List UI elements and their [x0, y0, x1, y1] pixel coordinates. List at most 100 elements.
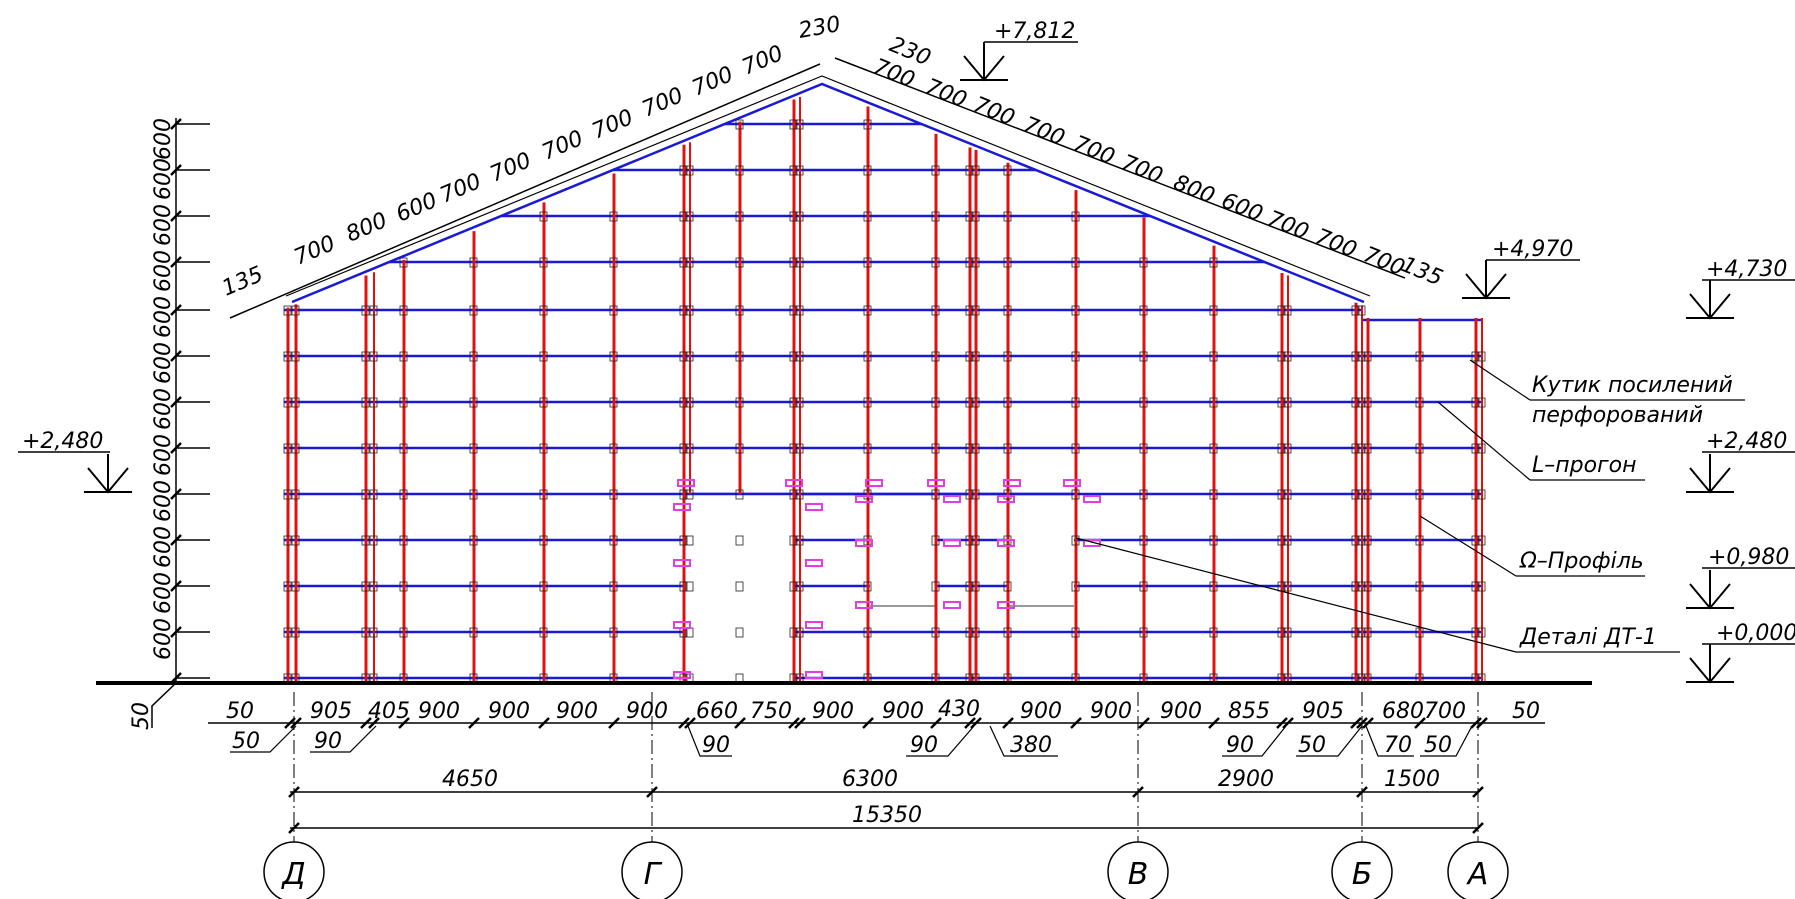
level-right-opening: +2,480 [1685, 429, 1795, 493]
connector-239 [1277, 535, 1286, 546]
connector-194 [1003, 305, 1012, 316]
bottom-tick-26 [1362, 717, 1374, 729]
connector-75 [609, 535, 618, 546]
connector-222 [1139, 627, 1148, 638]
connector-17 [291, 627, 300, 638]
connector-281 [1415, 489, 1424, 500]
connector-74 [609, 489, 618, 500]
connector-55 [469, 627, 478, 638]
connector-174 [965, 489, 974, 500]
connector-196 [1003, 397, 1012, 408]
connector-255 [1351, 443, 1360, 454]
connector-10 [291, 305, 300, 316]
connector-118 [789, 211, 798, 222]
connector-159 [931, 351, 940, 362]
bottom-tick-12 [788, 717, 800, 729]
detail-dt1-19 [1003, 479, 1021, 487]
connector-47 [469, 257, 478, 268]
connector-157 [931, 257, 940, 268]
dim-b13: 900 [1020, 699, 1062, 724]
connector-45 [399, 627, 408, 638]
connector-173 [965, 443, 974, 454]
detail-dt1-22 [997, 601, 1015, 609]
connector-210 [1071, 535, 1080, 546]
connector-149 [863, 443, 872, 454]
connector-219 [1139, 489, 1148, 500]
bottom-tick-3 [360, 717, 372, 729]
dim-b18: 680 [1382, 699, 1424, 724]
connector-170 [965, 305, 974, 316]
connector-221 [1139, 581, 1148, 592]
connector-148 [863, 397, 872, 408]
dim-b19: 700 [1424, 699, 1466, 724]
connector-34 [369, 581, 378, 592]
dim-roof-r5: 700 [1070, 131, 1118, 170]
connector-268 [1357, 627, 1366, 638]
connector-109 [735, 397, 744, 408]
connector-99 [685, 535, 694, 546]
connector-289 [1471, 489, 1480, 500]
left-tick-11 [170, 580, 182, 592]
window-opening-right [1008, 496, 1074, 606]
connector-198 [1003, 489, 1012, 500]
connector-81 [679, 257, 688, 268]
connector-266 [1357, 535, 1366, 546]
connector-201 [1003, 627, 1012, 638]
dim-c7: 50 [1298, 733, 1326, 758]
detail-dt1-25 [1083, 539, 1101, 547]
bottom-tick-2 [290, 717, 302, 729]
connector-150 [863, 489, 872, 500]
connector-86 [679, 489, 688, 500]
connector-291 [1471, 581, 1480, 592]
dim-span-1: 4650 [442, 767, 498, 792]
connector-139 [795, 581, 804, 592]
door-opening [684, 494, 794, 684]
connector-286 [1471, 351, 1480, 362]
connector-88 [679, 581, 688, 592]
connector-288 [1471, 443, 1480, 454]
connector-3 [283, 397, 292, 408]
dim-b5: 900 [488, 699, 530, 724]
connector-191 [1003, 165, 1012, 176]
left-tick-7 [170, 396, 182, 408]
connector-38 [399, 305, 408, 316]
axis-v: В [1107, 841, 1169, 899]
connector-63 [539, 489, 548, 500]
connector-282 [1415, 535, 1424, 546]
connector-295 [1477, 397, 1486, 408]
connector-92 [685, 211, 694, 222]
connector-278 [1415, 351, 1424, 362]
connector-113 [735, 581, 744, 592]
axis-a-label: А [1466, 857, 1489, 892]
connector-72 [609, 397, 618, 408]
connector-179 [971, 165, 980, 176]
connector-230 [1209, 535, 1218, 546]
dim-b16: 855 [1228, 699, 1270, 724]
level-right-opening-value: +2,480 [1706, 429, 1787, 454]
connector-68 [609, 211, 618, 222]
connector-48 [469, 305, 478, 316]
connector-273 [1363, 489, 1372, 500]
connector-167 [965, 165, 974, 176]
level-eave-right-value: +4,970 [1492, 237, 1573, 262]
axis-v-label: В [1128, 857, 1149, 892]
dim-roof-r10: 700 [1312, 224, 1360, 263]
connector-127 [789, 627, 798, 638]
dim-roof-l1: 135 [219, 262, 267, 301]
connector-283 [1415, 581, 1424, 592]
connector-265 [1357, 489, 1366, 500]
bottom-tick-19 [1070, 717, 1082, 729]
connector-11 [291, 351, 300, 362]
connector-1 [283, 305, 292, 316]
detail-dt1-18 [943, 601, 961, 609]
level-ridge-value: +7,812 [994, 19, 1075, 44]
connector-158 [931, 305, 940, 316]
connector-280 [1415, 443, 1424, 454]
connector-111 [735, 489, 744, 500]
dim-roof-l10: 700 [689, 62, 737, 101]
connector-187 [971, 535, 980, 546]
connector-172 [965, 397, 974, 408]
left-tick-10 [170, 534, 182, 546]
connector-85 [679, 443, 688, 454]
connector-272 [1363, 443, 1372, 454]
